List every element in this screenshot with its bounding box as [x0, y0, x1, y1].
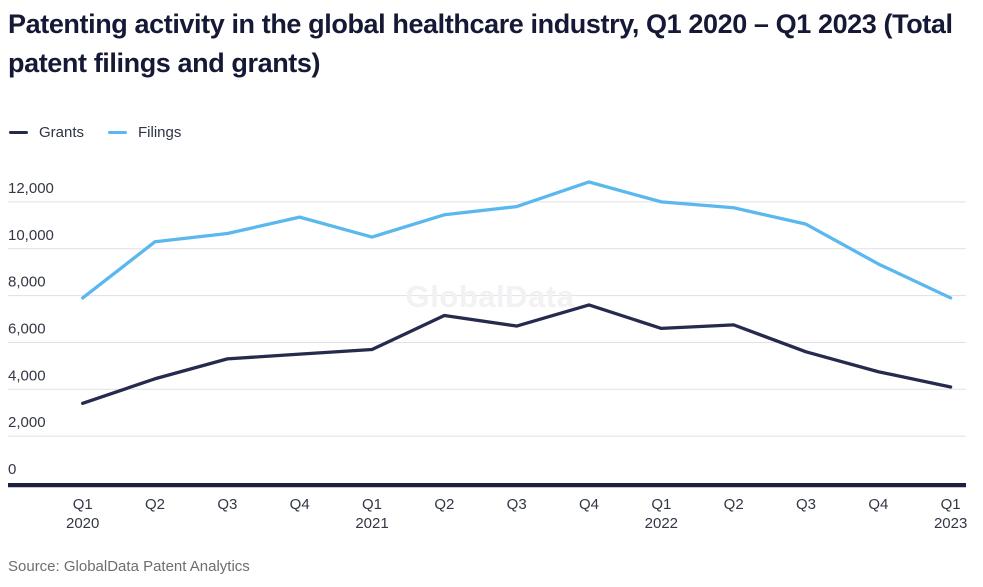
- y-tick-label: 6,000: [8, 320, 46, 337]
- x-tick-label: Q4: [579, 496, 599, 513]
- y-tick-label: 2,000: [8, 414, 46, 431]
- chart-legend: Grants Filings: [9, 124, 181, 141]
- x-tick-label: Q2: [434, 496, 454, 513]
- x-tick-label: Q1: [73, 496, 93, 513]
- x-tick-label: Q1: [651, 496, 671, 513]
- grants-line-swatch: [9, 130, 28, 135]
- filings-line-swatch: [108, 130, 128, 135]
- watermark-text: GlobalData: [406, 279, 575, 314]
- x-tick-label: Q2: [145, 496, 165, 513]
- legend-item-filings: Filings: [108, 124, 181, 141]
- y-tick-label: 12,000: [8, 180, 54, 197]
- legend-item-grants: Grants: [9, 124, 84, 141]
- source-attribution: Source: GlobalData Patent Analytics: [8, 558, 250, 575]
- y-tick-label: 0: [8, 461, 16, 478]
- x-tick-label: Q3: [796, 496, 816, 513]
- x-tick-label: Q2: [724, 496, 744, 513]
- line-chart: GlobalData 0 2,000 4,000 6,000 8,000 10,000 12,…: [0, 160, 983, 545]
- x-tick-label: Q4: [290, 496, 310, 513]
- x-tick-label: Q3: [217, 496, 237, 513]
- x-tick-year-label: 2023: [934, 515, 967, 532]
- chart-title: Patenting activity in the global healthc…: [8, 9, 953, 79]
- filings-line: [81, 180, 953, 300]
- x-tick-label: Q1: [941, 496, 961, 513]
- x-tick-label: Q3: [507, 496, 527, 513]
- chart-svg: GlobalData 0 2,000 4,000 6,000 8,000 10,000 12,…: [8, 180, 967, 532]
- x-tick-year-label: 2022: [645, 515, 678, 532]
- x-tick-label: Q1: [362, 496, 382, 513]
- x-tick-label: Q4: [868, 496, 888, 513]
- x-tick-year-label: 2020: [66, 515, 99, 532]
- legend-label-grants: Grants: [39, 124, 85, 141]
- grants-line: [81, 303, 953, 406]
- x-tick-year-label: 2021: [355, 515, 388, 532]
- y-tick-label: 8,000: [8, 274, 46, 291]
- y-tick-label: 10,000: [8, 227, 54, 244]
- y-tick-label: 4,000: [8, 367, 46, 384]
- legend-label-filings: Filings: [138, 124, 182, 141]
